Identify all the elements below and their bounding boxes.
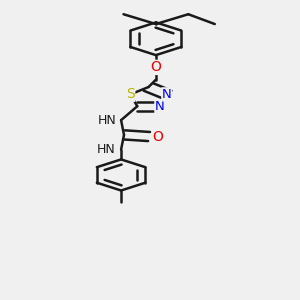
Text: N: N	[155, 100, 165, 113]
Text: N: N	[162, 88, 172, 101]
Text: S: S	[126, 87, 135, 101]
Text: O: O	[153, 130, 164, 143]
Text: O: O	[151, 60, 161, 74]
Text: HN: HN	[96, 143, 115, 156]
Text: HN: HN	[98, 114, 117, 127]
